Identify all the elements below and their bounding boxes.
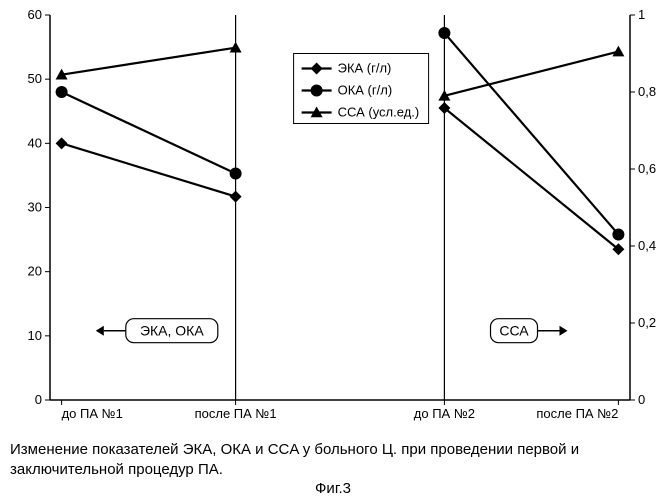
svg-text:ЭКА (г/л): ЭКА (г/л): [338, 61, 392, 76]
figure-label: Фиг.3: [0, 480, 666, 497]
svg-text:50: 50: [28, 71, 42, 86]
svg-text:ЭКА, ОКА: ЭКА, ОКА: [140, 323, 204, 339]
svg-text:ОКА (г/л): ОКА (г/л): [338, 83, 393, 98]
svg-text:40: 40: [28, 135, 42, 150]
svg-text:0,8: 0,8: [638, 84, 656, 99]
svg-text:0,2: 0,2: [638, 315, 656, 330]
svg-text:ССА (усл.ед.): ССА (усл.ед.): [338, 105, 420, 120]
svg-text:0: 0: [638, 392, 645, 407]
svg-text:0,6: 0,6: [638, 161, 656, 176]
svg-text:10: 10: [28, 328, 42, 343]
svg-text:после ПА №2: после ПА №2: [536, 406, 618, 421]
svg-text:30: 30: [28, 200, 42, 215]
svg-text:0,4: 0,4: [638, 238, 656, 253]
svg-text:после ПА №1: после ПА №1: [195, 406, 277, 421]
svg-text:60: 60: [28, 7, 42, 22]
svg-text:1: 1: [638, 7, 645, 22]
svg-text:до ПА №1: до ПА №1: [62, 406, 123, 421]
chart-svg: 0 10 20 30 40 50 60 0 0,2 0,4 0,6 0,8 1 до ПА №1 после…: [0, 0, 666, 440]
svg-text:20: 20: [28, 264, 42, 279]
svg-text:до ПА №2: до ПА №2: [414, 406, 475, 421]
svg-text:ССА: ССА: [499, 323, 529, 339]
figure-caption: Изменение показателей ЭКА, ОКА и CCA у б…: [10, 440, 656, 479]
svg-text:0: 0: [35, 392, 42, 407]
